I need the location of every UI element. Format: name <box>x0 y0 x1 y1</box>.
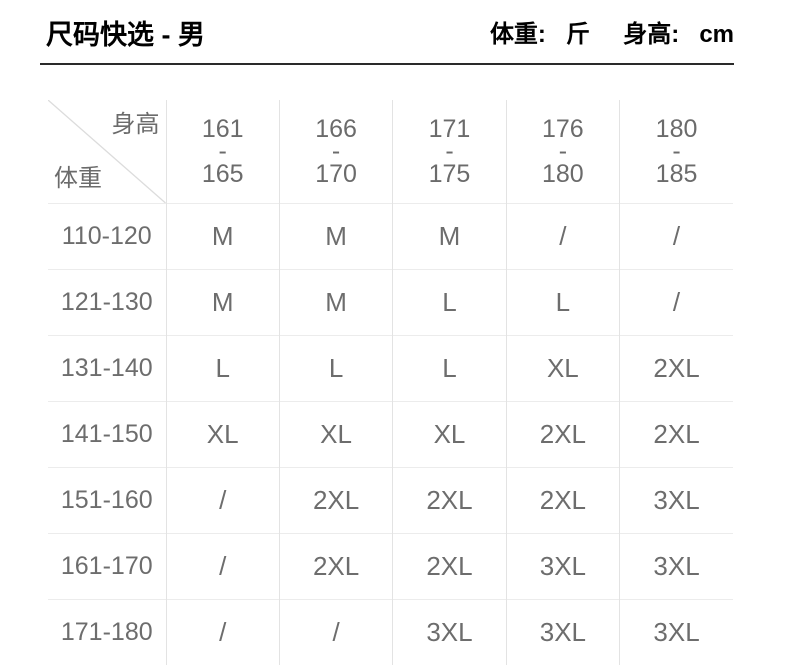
weight-range-label: 161-170 <box>48 533 166 600</box>
size-cell: XL <box>165 401 280 468</box>
height-column-header-4: 176 - 180 <box>505 100 620 204</box>
size-cell: / <box>165 467 280 534</box>
size-cell: 2XL <box>392 467 507 534</box>
size-cell: 2XL <box>619 335 733 402</box>
size-cell: L <box>392 335 507 402</box>
corner-weight-label: 体重 <box>54 164 102 192</box>
height-column-header-2: 166 - 170 <box>278 100 393 204</box>
size-cell: M <box>165 203 280 270</box>
size-cell: 3XL <box>619 533 733 600</box>
table-row: 151-160 / 2XL 2XL 2XL 3XL <box>48 467 733 534</box>
size-cell: / <box>505 203 620 270</box>
height-range-to: 180 <box>542 159 584 188</box>
height-range-to: 165 <box>201 159 244 188</box>
weight-range-label: 171-180 <box>48 599 166 665</box>
height-range-to: 185 <box>655 159 698 188</box>
weight-range-label: 151-160 <box>48 467 166 534</box>
size-cell: 3XL <box>619 599 733 665</box>
height-range-from: 176 <box>542 114 584 143</box>
height-column-header-3: 171 - 175 <box>392 100 507 204</box>
table-row: 131-140 L L L XL 2XL <box>48 335 733 402</box>
height-column-header-5: 180 - 185 <box>619 100 733 204</box>
size-cell: 2XL <box>619 401 733 468</box>
size-cell: / <box>619 203 733 270</box>
size-cell: L <box>278 335 393 402</box>
size-cell: 2XL <box>278 467 393 534</box>
size-cell: M <box>392 203 507 270</box>
height-range-from: 161 <box>201 114 244 143</box>
height-range-dash: - <box>445 137 454 166</box>
weight-range-label: 131-140 <box>48 335 166 402</box>
height-range-dash: - <box>218 137 227 166</box>
height-range-dash: - <box>558 137 568 166</box>
height-range-dash: - <box>331 137 341 166</box>
size-cell: L <box>392 269 507 336</box>
size-chart-table: 身高 体重 161 - 165 166 - 170 171 - 175 176 … <box>48 100 733 665</box>
size-cell: / <box>165 533 280 600</box>
height-range-dash: - <box>672 137 681 166</box>
weight-unit-value: 斤 <box>565 21 590 48</box>
table-header-row: 身高 体重 161 - 165 166 - 170 171 - 175 176 … <box>48 100 733 204</box>
height-unit-label: 身高: <box>623 21 680 48</box>
size-cell: 3XL <box>505 599 620 665</box>
size-cell: 2XL <box>505 401 620 468</box>
height-range-from: 171 <box>428 114 471 143</box>
unit-legend: 体重: 斤 身高: cm <box>490 14 734 49</box>
weight-unit-label: 体重: <box>489 21 546 48</box>
table-row: 161-170 / 2XL 2XL 3XL 3XL <box>48 533 733 600</box>
page-header: 尺码快选 - 男 体重: 斤 身高: cm <box>0 0 790 65</box>
size-cell: M <box>278 203 393 270</box>
weight-range-label: 110-120 <box>48 203 166 270</box>
height-column-header-1: 161 - 165 <box>165 100 280 204</box>
height-range-from: 180 <box>655 114 698 143</box>
size-cell: 3XL <box>392 599 507 665</box>
table-row: 171-180 / / 3XL 3XL 3XL <box>48 599 733 665</box>
weight-range-label: 141-150 <box>48 401 166 468</box>
size-cell: XL <box>505 335 620 402</box>
size-cell: / <box>619 269 733 336</box>
size-cell: 3XL <box>619 467 733 534</box>
table-row: 110-120 M M M / / <box>48 203 733 270</box>
size-cell: 2XL <box>392 533 507 600</box>
size-cell: 2XL <box>278 533 393 600</box>
size-cell: M <box>165 269 280 336</box>
corner-height-label: 身高 <box>111 111 160 138</box>
height-range-to: 175 <box>428 159 471 188</box>
height-range-to: 170 <box>315 159 357 188</box>
size-cell: L <box>505 269 620 336</box>
table-row: 141-150 XL XL XL 2XL 2XL <box>48 401 733 468</box>
size-cell: XL <box>392 401 507 468</box>
size-cell: L <box>165 335 280 402</box>
size-cell: M <box>278 269 393 336</box>
height-unit-value: cm <box>699 21 734 48</box>
header-divider <box>40 63 734 65</box>
size-cell: / <box>278 599 393 665</box>
size-cell: XL <box>278 401 393 468</box>
table-row: 121-130 M M L L / <box>48 269 733 336</box>
size-cell: / <box>165 599 280 665</box>
size-cell: 2XL <box>505 467 620 534</box>
page-title: 尺码快选 - 男 <box>46 20 205 50</box>
size-cell: 3XL <box>505 533 620 600</box>
corner-axis-cell: 身高 体重 <box>48 100 166 204</box>
height-range-from: 166 <box>315 114 357 143</box>
weight-range-label: 121-130 <box>48 269 166 336</box>
